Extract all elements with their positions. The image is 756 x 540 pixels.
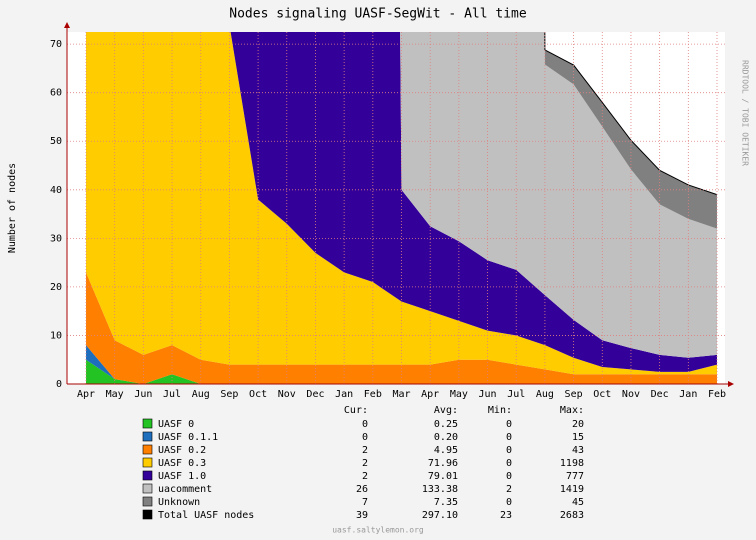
- legend-stat: 23: [500, 510, 512, 521]
- legend-stat: 15: [572, 432, 584, 443]
- y-tick-label: 30: [50, 233, 62, 244]
- legend-stat: 1419: [560, 484, 584, 495]
- x-tick-label: Nov: [622, 389, 640, 400]
- area: [86, 272, 717, 384]
- footer: uasf.saltylemon.org: [332, 526, 424, 535]
- legend-stat: 71.96: [428, 458, 458, 469]
- x-tick-label: May: [106, 389, 124, 400]
- x-tick-label: Nov: [278, 389, 296, 400]
- y-tick-label: 20: [50, 282, 62, 293]
- area: [230, 32, 717, 372]
- legend-label: UASF 0.3: [158, 458, 206, 469]
- x-tick-label: Apr: [421, 389, 439, 400]
- legend-swatch: [142, 470, 153, 481]
- x-tick-label: Oct: [249, 389, 267, 400]
- legend-stat: 0: [506, 471, 512, 482]
- chart-title: Nodes signaling UASF-SegWit - All time: [229, 7, 527, 22]
- x-tick-label: Jun: [479, 389, 497, 400]
- legend-label: Total UASF nodes: [158, 510, 254, 521]
- x-tick-label: Aug: [536, 389, 554, 400]
- x-tick-label: Sep: [565, 389, 583, 400]
- legend-label: Unknown: [158, 497, 200, 508]
- legend-stat: 2683: [560, 510, 584, 521]
- legend-swatch: [142, 496, 153, 507]
- y-tick-label: 50: [50, 136, 62, 147]
- x-tick-label: Jan: [679, 389, 697, 400]
- legend-swatch: [142, 483, 153, 494]
- areas: [86, 32, 718, 384]
- legend-stat: 297.10: [422, 510, 458, 521]
- area: [400, 32, 717, 358]
- legend-stat: 7.35: [434, 497, 458, 508]
- y-tick-label: 10: [50, 330, 62, 341]
- y-tick-label: 60: [50, 88, 62, 99]
- legend-stat: 1198: [560, 458, 584, 469]
- x-tick-label: Sep: [220, 389, 238, 400]
- legend-stat: 45: [572, 497, 584, 508]
- x-tick-label: Jan: [335, 389, 353, 400]
- legend-label: UASF 0.1.1: [158, 432, 218, 443]
- x-tick-label: Jun: [134, 389, 152, 400]
- legend-stat: 2: [362, 471, 368, 482]
- x-tick-label: Apr: [77, 389, 95, 400]
- y-tick-label: 40: [50, 185, 62, 196]
- legend-stat: 0: [362, 432, 368, 443]
- legend-stat: 0: [506, 458, 512, 469]
- legend-stat: 0: [362, 419, 368, 430]
- x-tick-label: Mar: [392, 389, 410, 400]
- legend-stat: 2: [506, 484, 512, 495]
- legend-stat: 39: [356, 510, 368, 521]
- legend-stat: 4.95: [434, 445, 458, 456]
- legend-swatch: [142, 444, 153, 455]
- legend-stat: 0: [506, 432, 512, 443]
- x-tick-label: Feb: [364, 389, 382, 400]
- legend-stat: 0.25: [434, 419, 458, 430]
- legend-swatch: [142, 431, 153, 442]
- x-tick-label: May: [450, 389, 468, 400]
- legend-stat: 20: [572, 419, 584, 430]
- side-label: RRDTOOL / TOBI OETIKER: [741, 60, 750, 166]
- legend-stat: 777: [566, 471, 584, 482]
- legend-label: UASF 1.0: [158, 471, 206, 482]
- legend-label: UASF 0.2: [158, 445, 206, 456]
- legend-stat: 0: [506, 497, 512, 508]
- y-tick-label: 0: [56, 379, 62, 390]
- legend-swatch: [142, 457, 153, 468]
- x-tick-label: Feb: [708, 389, 726, 400]
- x-tick-label: Jul: [163, 389, 181, 400]
- legend-stat: 2: [362, 445, 368, 456]
- legend-stat: 0: [506, 445, 512, 456]
- legend-stat: 2: [362, 458, 368, 469]
- legend-header: Avg:: [434, 405, 458, 416]
- y-axis-label: Number of nodes: [7, 163, 18, 253]
- legend-header: Min:: [488, 405, 512, 416]
- y-arrow: [64, 22, 70, 28]
- total-line: [544, 32, 718, 196]
- legend-label: uacomment: [158, 484, 212, 495]
- legend-header: Cur:: [344, 405, 368, 416]
- legend-stat: 79.01: [428, 471, 458, 482]
- x-tick-label: Dec: [651, 389, 669, 400]
- y-tick-label: 70: [50, 39, 62, 50]
- x-tick-label: Jul: [507, 389, 525, 400]
- legend-swatch: [142, 418, 153, 429]
- legend-stat: 0: [506, 419, 512, 430]
- x-tick-label: Aug: [192, 389, 210, 400]
- legend-stat: 133.38: [422, 484, 458, 495]
- legend-label: UASF 0: [158, 419, 194, 430]
- x-arrow: [728, 381, 734, 387]
- area: [86, 32, 717, 375]
- legend-stat: 7: [362, 497, 368, 508]
- x-tick-label: Dec: [306, 389, 324, 400]
- legend-swatch: [142, 509, 153, 520]
- area: [544, 32, 717, 229]
- x-tick-label: Oct: [593, 389, 611, 400]
- legend-stat: 26: [356, 484, 368, 495]
- legend-stat: 0.20: [434, 432, 458, 443]
- legend-stat: 43: [572, 445, 584, 456]
- legend-header: Max:: [560, 405, 584, 416]
